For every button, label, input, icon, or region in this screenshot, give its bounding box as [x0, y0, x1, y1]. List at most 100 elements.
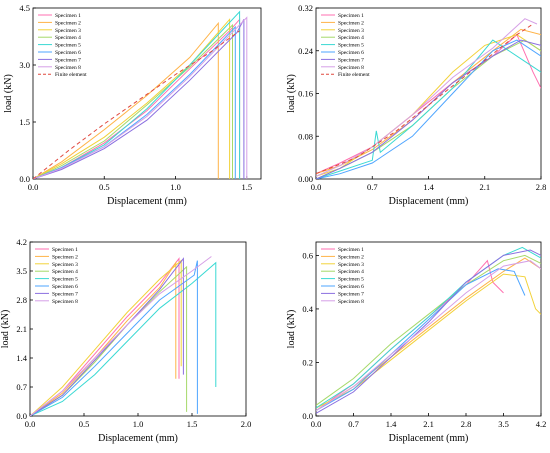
legend-label: Specimen 1 — [52, 247, 78, 253]
legend-label: Specimen 4 — [338, 35, 364, 41]
legend-label: Specimen 8 — [55, 65, 81, 71]
legend-label: Specimen 8 — [338, 65, 364, 71]
y-tick-label: 2.1 — [16, 324, 27, 334]
series-line-2 — [30, 261, 177, 416]
legend-label: Specimen 4 — [52, 269, 78, 275]
x-tick-label: 0.0 — [311, 182, 322, 192]
y-tick-label: 4.2 — [16, 237, 27, 247]
chart-panel-1: 0.0 0.5 1.0 1.5 0.0 1.5 3.0 4.5 Displacement (mm… — [3, 3, 262, 207]
y-tick-label: 0.0 — [19, 174, 30, 184]
series-line-8 — [316, 18, 538, 177]
y-tick-label: 4.5 — [19, 3, 30, 13]
legend-label: Finite element — [338, 72, 370, 78]
chart-panel-3: 0.0 0.5 1.0 1.5 2.0 0.0 0.7 1.4 2.1 2.8 3.5 4.2 Disp… — [0, 237, 251, 444]
series-line-5 — [316, 246, 541, 409]
y-tick-label: 0.32 — [298, 3, 313, 13]
x-axis-label: Displacement (mm) — [389, 433, 469, 444]
x-tick-label: 4.2 — [536, 419, 547, 429]
y-tick-label: 0.24 — [298, 46, 314, 56]
series-line-6 — [30, 260, 198, 416]
x-tick-label: 2.1 — [423, 419, 434, 429]
y-axis-label: load (kN) — [286, 310, 297, 349]
y-tick-label: 3.0 — [19, 60, 30, 70]
legend-label: Specimen 4 — [55, 35, 81, 41]
series-line-4 — [33, 23, 233, 179]
series-line-2 — [33, 21, 219, 179]
x-tick-label: 1.5 — [241, 182, 252, 192]
finite-element-line — [316, 23, 534, 175]
series-line-3 — [33, 18, 231, 179]
series-line-5 — [316, 39, 541, 179]
legend-label: Specimen 6 — [52, 284, 78, 290]
plot-frame — [29, 241, 247, 417]
x-tick-label: 1.5 — [187, 419, 198, 429]
y-tick-label: 0.7 — [16, 382, 27, 392]
legend-label: Specimen 2 — [338, 20, 364, 26]
legend-label: Specimen 7 — [338, 57, 364, 63]
series-line-8 — [316, 260, 541, 412]
y-axis-label: load (kN) — [286, 74, 297, 113]
x-tick-label: 2.0 — [241, 419, 252, 429]
y-tick-label: 1.5 — [19, 117, 30, 127]
y-tick-label: 0.0 — [302, 411, 313, 421]
legend-label: Specimen 2 — [55, 20, 81, 26]
x-tick-label: 1.4 — [386, 419, 397, 429]
legend-label: Specimen 3 — [338, 28, 364, 34]
series-line-3 — [316, 273, 541, 409]
plot-frame — [32, 7, 262, 180]
legend-label: Specimen 1 — [338, 13, 364, 19]
y-tick-label: 2.8 — [16, 295, 27, 305]
x-tick-label: 0.7 — [367, 182, 378, 192]
series-line-7 — [316, 39, 541, 179]
y-tick-label: 0.00 — [298, 174, 313, 184]
y-axis-label: load (kN) — [3, 74, 14, 113]
y-tick-label: 0.16 — [298, 89, 313, 99]
legend-label: Specimen 5 — [338, 43, 364, 49]
legend-label: Specimen 8 — [52, 299, 78, 305]
y-tick-label: 1.4 — [16, 353, 27, 363]
legend-label: Specimen 7 — [338, 291, 364, 297]
x-tick-label: 3.5 — [498, 419, 509, 429]
x-tick-label: 0.5 — [99, 182, 110, 192]
legend-label: Specimen 2 — [52, 254, 78, 260]
legend-label: Specimen 3 — [55, 28, 81, 34]
x-tick-label: 2.1 — [479, 182, 490, 192]
x-tick-label: 0.0 — [311, 419, 322, 429]
x-tick-label: 1.0 — [170, 182, 181, 192]
legend-label: Specimen 5 — [52, 277, 78, 283]
legend-label: Specimen 6 — [55, 50, 81, 56]
x-tick-label: 0.0 — [28, 182, 39, 192]
x-tick-label: 1.4 — [423, 182, 434, 192]
x-tick-label: 0.7 — [348, 419, 359, 429]
legend-label: Specimen 8 — [338, 299, 364, 305]
chart-panel-4: 0.0 0.7 1.4 2.1 2.8 3.5 4.2 0.0 0.2 0.4 0.6 Displac… — [286, 241, 547, 444]
legend-label: Specimen 7 — [55, 57, 81, 63]
y-axis-label: load (kN) — [0, 310, 11, 349]
chart-panel-2: 0.0 0.7 1.4 2.1 2.8 0.00 0.08 0.16 0.24 0.32 Displ… — [286, 3, 546, 207]
legend-label: Specimen 6 — [338, 284, 364, 290]
legend-label: Finite element — [55, 72, 87, 78]
y-tick-label: 0.2 — [302, 357, 313, 367]
legend-label: Specimen 7 — [52, 291, 78, 297]
series-line-6 — [316, 268, 526, 412]
x-tick-label: 2.8 — [461, 419, 472, 429]
y-tick-label: 0.08 — [298, 131, 313, 141]
x-tick-label: 0.0 — [25, 419, 36, 429]
series-line-6 — [316, 39, 541, 179]
plot-frame — [315, 241, 542, 417]
legend-label: Specimen 1 — [338, 247, 364, 253]
legend-label: Specimen 3 — [52, 262, 78, 268]
legend-label: Specimen 5 — [338, 277, 364, 283]
x-tick-label: 0.5 — [79, 419, 90, 429]
y-tick-label: 3.5 — [16, 266, 27, 276]
series-line-3 — [30, 259, 182, 416]
series-line-3 — [316, 34, 541, 177]
x-tick-label: 2.8 — [536, 182, 547, 192]
legend-label: Specimen 3 — [338, 262, 364, 268]
y-tick-label: 0.0 — [16, 411, 27, 421]
series-line-6 — [33, 25, 236, 179]
